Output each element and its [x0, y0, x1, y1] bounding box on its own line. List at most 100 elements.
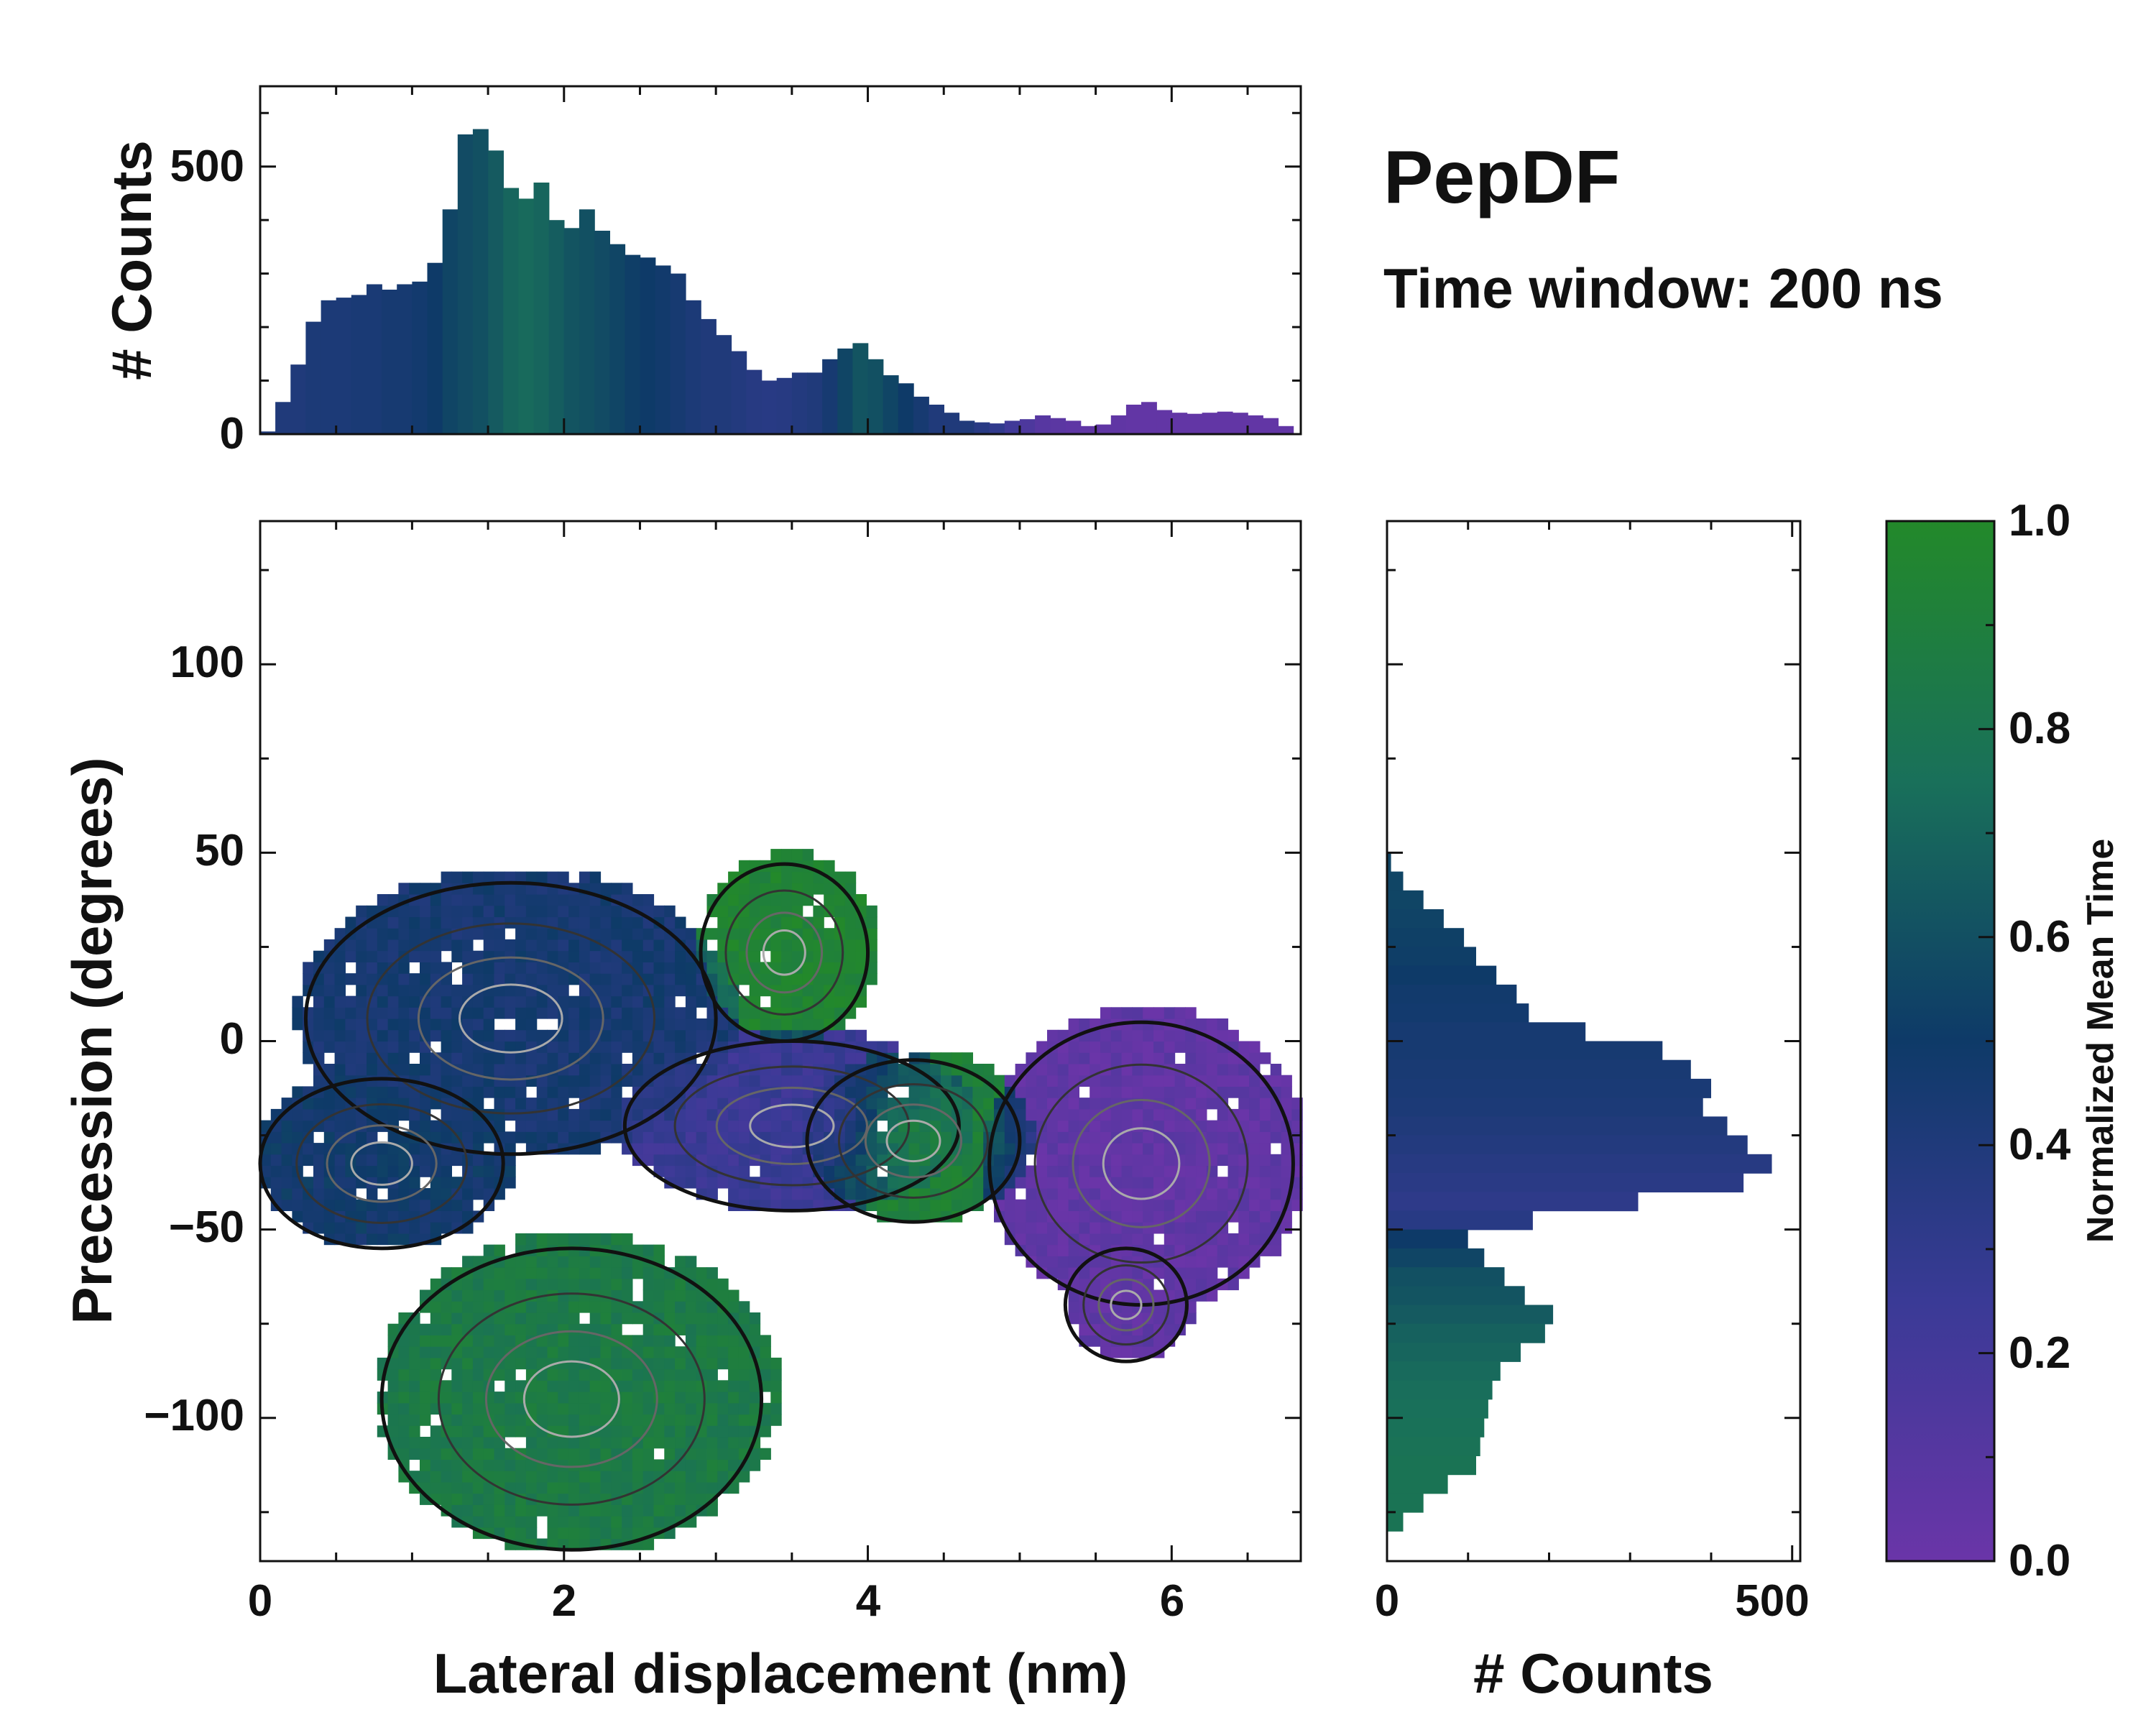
- heatmap-cell: [611, 1425, 622, 1438]
- heatmap-cell: [579, 1029, 591, 1042]
- heatmap-cell: [717, 1448, 729, 1460]
- heatmap-cell: [334, 995, 346, 1008]
- heatmap-cell: [313, 1029, 325, 1042]
- heatmap-cell: [696, 1402, 708, 1415]
- heatmap-cell: [824, 1075, 835, 1087]
- heatmap-cell: [483, 1346, 495, 1358]
- heatmap-cell: [398, 1154, 410, 1167]
- heatmap-cell: [547, 1007, 558, 1019]
- heatmap-cell: [1015, 1108, 1026, 1121]
- heatmap-cell: [1100, 1007, 1112, 1019]
- heatmap-cell: [323, 973, 336, 985]
- heatmap-cell: [409, 1368, 420, 1381]
- heatmap-cell: [536, 928, 548, 940]
- heatmap-cell: [409, 883, 420, 895]
- heatmap-contour: [749, 1103, 835, 1149]
- heatmap-cell: [451, 1380, 463, 1392]
- heatmap-cell: [494, 1312, 505, 1325]
- heatmap-cell: [642, 939, 655, 952]
- heatmap-cell: [1121, 1108, 1133, 1121]
- heatmap-cell: [653, 1357, 665, 1370]
- heatmap-cell: [824, 950, 835, 962]
- heatmap-cell: [589, 950, 602, 962]
- heatmap-cell: [377, 1029, 389, 1042]
- heatmap-ytick-label-100: 100: [170, 638, 244, 687]
- heatmap-cell: [472, 894, 484, 906]
- heatmap-cell: [313, 1041, 325, 1053]
- heatmap-cell: [547, 1029, 558, 1042]
- heatmap-cell: [334, 1177, 346, 1189]
- heatmap-cell: [685, 984, 697, 997]
- heatmap-cell: [515, 1471, 527, 1483]
- heatmap-cell: [1281, 1086, 1292, 1098]
- heatmap-cell: [260, 1120, 272, 1132]
- heatmap-cell: [675, 1256, 686, 1268]
- heatmap-cell: [706, 1414, 718, 1426]
- heatmap-cell: [1132, 1052, 1143, 1064]
- heatmap-cell: [472, 1504, 484, 1517]
- heatmap-cell: [951, 1086, 963, 1098]
- heatmap-cell: [844, 1120, 857, 1132]
- heatmap-cell: [675, 1029, 686, 1042]
- heatmap-cell: [1185, 1120, 1197, 1132]
- right-histogram-bar: [1387, 1474, 1448, 1494]
- heatmap-cell: [1057, 1233, 1069, 1246]
- heatmap-cell: [781, 973, 793, 985]
- heatmap-cell: [1089, 1029, 1101, 1042]
- heatmap-cell: [579, 962, 591, 974]
- heatmap-cell: [483, 1481, 495, 1494]
- heatmap-cell: [675, 1380, 686, 1392]
- heatmap-cell: [622, 995, 633, 1008]
- heatmap-cell: [749, 984, 761, 997]
- heatmap-cell: [345, 1177, 356, 1189]
- heatmap-cell: [579, 1052, 591, 1064]
- heatmap-cell: [1227, 1120, 1239, 1132]
- right-histogram-bar: [1387, 1135, 1748, 1155]
- heatmap-cell: [1206, 1210, 1218, 1223]
- heatmap-cell: [1015, 1199, 1026, 1211]
- heatmap-cell: [1227, 1244, 1239, 1256]
- heatmap-cell: [483, 1459, 495, 1471]
- heatmap-cell: [1100, 1312, 1112, 1325]
- heatmap-cell: [781, 1052, 793, 1064]
- heatmap-cell: [600, 1301, 612, 1313]
- heatmap-cell: [345, 1052, 356, 1064]
- heatmap-cell: [1068, 1041, 1079, 1053]
- heatmap-cell: [515, 1357, 527, 1370]
- heatmap-cell: [675, 1312, 686, 1325]
- heatmap-cell: [451, 1108, 463, 1121]
- heatmap-cell: [855, 962, 867, 974]
- heatmap-cell: [494, 894, 505, 906]
- heatmap-cell: [515, 1233, 527, 1246]
- heatmap-cell: [653, 1244, 665, 1256]
- heatmap-cell: [685, 1493, 697, 1505]
- heatmap-cell: [483, 995, 495, 1008]
- heatmap-cell: [1047, 1143, 1059, 1155]
- heatmap-cell: [462, 1177, 474, 1189]
- heatmap-cell: [356, 1064, 367, 1076]
- top-histogram-bar: [655, 265, 671, 434]
- heatmap-cell: [642, 1064, 655, 1076]
- heatmap-cell: [653, 1052, 665, 1064]
- heatmap-cell: [1121, 1143, 1133, 1155]
- heatmap-cell: [483, 1335, 495, 1347]
- heatmap-cell: [664, 1289, 676, 1302]
- heatmap-cell: [589, 1527, 602, 1540]
- heatmap-cell: [367, 973, 378, 985]
- heatmap-cell: [505, 1108, 516, 1121]
- heatmap-cell: [420, 1188, 431, 1200]
- heatmap-cell: [472, 973, 484, 985]
- heatmap-cell: [377, 1007, 389, 1019]
- heatmap-cell: [313, 950, 325, 962]
- heatmap-cell: [1270, 1165, 1282, 1177]
- heatmap-cell: [898, 1064, 910, 1076]
- heatmap-cell: [505, 1368, 516, 1381]
- heatmap-cell: [1100, 1098, 1112, 1110]
- heatmap-cell: [1121, 1210, 1133, 1223]
- heatmap-cell: [387, 1018, 399, 1031]
- right-histogram-bar: [1387, 1380, 1493, 1400]
- heatmap-cell: [781, 1108, 793, 1121]
- heatmap-cell: [728, 950, 740, 962]
- heatmap-cell: [367, 1131, 378, 1144]
- top-histogram-bar: [336, 298, 352, 434]
